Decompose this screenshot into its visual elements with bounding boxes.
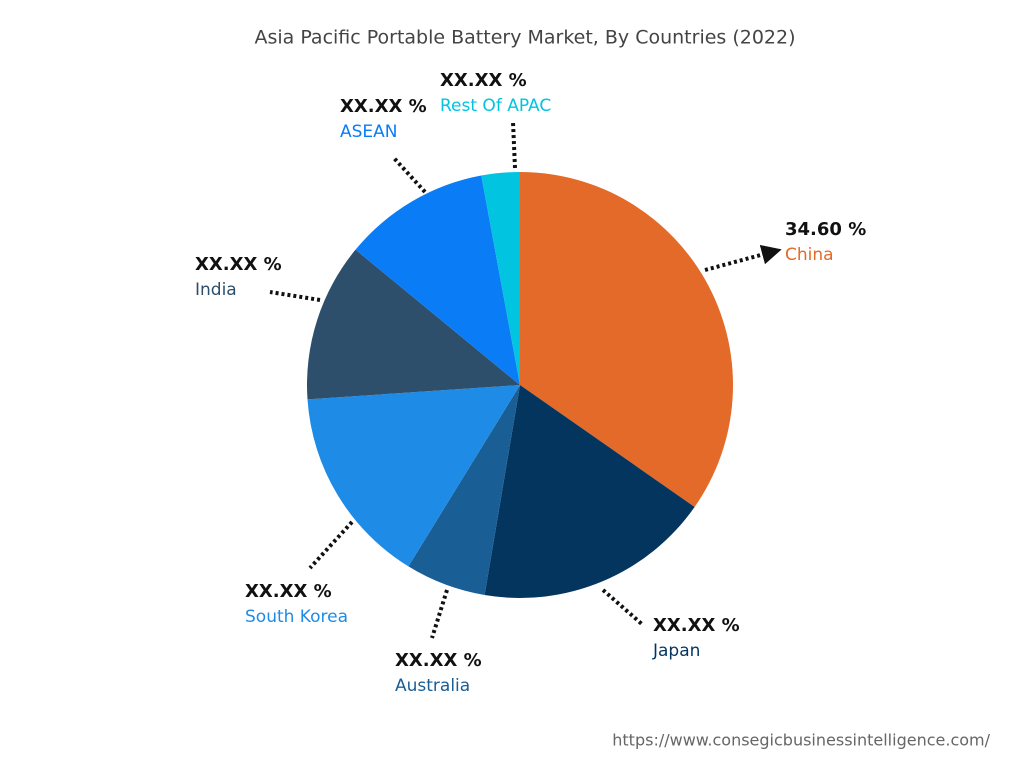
category-label: Australia	[395, 676, 470, 696]
leader-line	[704, 244, 782, 272]
category-label: South Korea	[245, 607, 348, 627]
pie-slice	[481, 172, 520, 385]
pie-slice	[484, 385, 695, 598]
pie-slice	[307, 385, 520, 567]
leader-line	[601, 588, 645, 627]
leader-line	[430, 589, 449, 639]
data-label: 34.60 %	[785, 219, 866, 240]
pie-slice	[355, 175, 520, 385]
leader-line	[511, 121, 517, 169]
pie-slice	[520, 172, 733, 507]
pie-slice	[307, 249, 520, 400]
source-url: https://www.consegicbusinessintelligence…	[612, 731, 990, 750]
data-label: XX.XX %	[653, 615, 740, 636]
category-label: Japan	[652, 641, 700, 661]
category-label: ASEAN	[340, 122, 398, 142]
chart-title: Asia Pacific Portable Battery Market, By…	[254, 27, 795, 49]
category-label: India	[195, 280, 237, 300]
category-label: Rest Of APAC	[440, 96, 551, 116]
data-label: XX.XX %	[245, 581, 332, 602]
pie-slice	[408, 385, 520, 596]
leader-line	[308, 520, 354, 570]
leader-line	[269, 290, 321, 302]
data-label: XX.XX %	[195, 254, 282, 275]
data-label: XX.XX %	[395, 650, 482, 671]
category-label: China	[785, 245, 834, 265]
data-label: XX.XX %	[440, 70, 527, 91]
leader-line	[391, 155, 427, 194]
data-label: XX.XX %	[340, 96, 427, 117]
